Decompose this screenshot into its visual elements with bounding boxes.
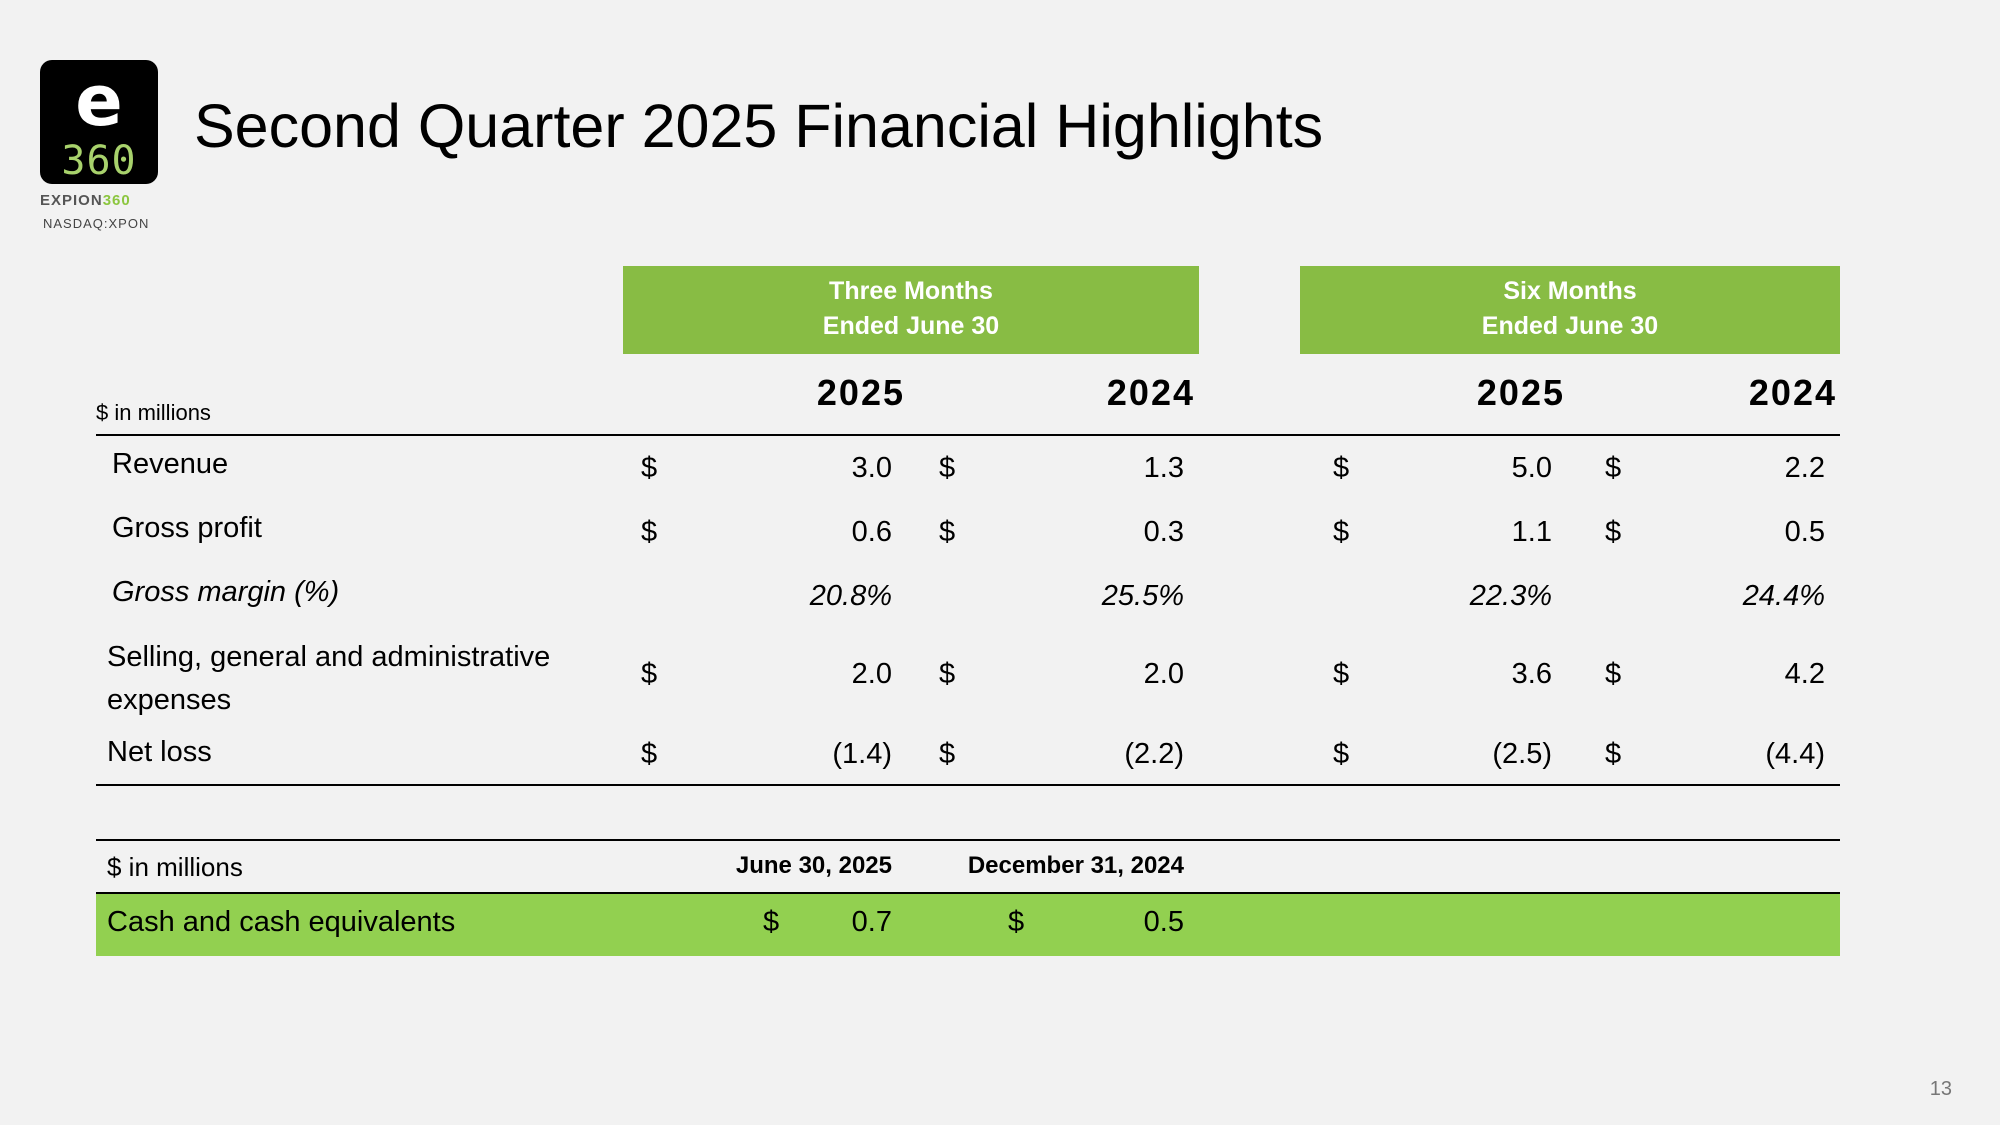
gross-profit-h-2025: 1.1 xyxy=(1511,516,1552,548)
currency-symbol: $ xyxy=(763,906,780,938)
currency-symbol: $ xyxy=(939,452,956,484)
row-label-sga: Selling, general and administrative expe… xyxy=(107,636,550,722)
cash-units-label: $ in millions xyxy=(107,852,243,882)
year-h-2024: 2024 xyxy=(1748,372,1837,413)
cash-header-rule xyxy=(96,892,1840,894)
currency-symbol: $ xyxy=(641,516,658,548)
currency-symbol: $ xyxy=(1605,452,1622,484)
brand-green: 360 xyxy=(102,192,131,209)
cash-top-rule xyxy=(96,839,1840,841)
revenue-q-2025: 3.0 xyxy=(851,452,892,484)
cash-col-june-2025: June 30, 2025 xyxy=(735,852,892,879)
ticker-label: NASDAQ:XPON xyxy=(43,216,150,231)
gross-margin-h-2025: 22.3% xyxy=(1469,580,1552,612)
table-top-rule xyxy=(96,434,1840,436)
row-label-sga-line1: Selling, general and administrative xyxy=(107,641,551,673)
gross-margin-q-2025: 20.8% xyxy=(809,580,892,612)
currency-symbol: $ xyxy=(1333,658,1350,690)
cash-col-dec-2024: December 31, 2024 xyxy=(967,852,1184,879)
header-six-months-line2: Ended June 30 xyxy=(1481,312,1659,340)
logo-e-glyph: e xyxy=(75,60,123,142)
currency-symbol: $ xyxy=(939,738,956,770)
currency-symbol: $ xyxy=(1333,452,1350,484)
currency-symbol: $ xyxy=(641,658,658,690)
row-label-gross-margin: Gross margin (%) xyxy=(112,576,340,608)
revenue-q-2024: 1.3 xyxy=(1143,452,1184,484)
logo-number: 360 xyxy=(61,138,137,184)
header-six-months-line1: Six Months xyxy=(1503,277,1637,305)
currency-symbol: $ xyxy=(1605,738,1622,770)
year-q-2024: 2024 xyxy=(1106,372,1195,413)
gross-margin-h-2024: 24.4% xyxy=(1742,580,1825,612)
net-loss-h-2024: (4.4) xyxy=(1765,738,1825,770)
cash-row xyxy=(96,894,1840,956)
gross-profit-q-2025: 0.6 xyxy=(851,516,892,548)
row-label-gross-profit: Gross profit xyxy=(112,512,262,544)
row-label-cash: Cash and cash equivalents xyxy=(107,906,456,938)
currency-symbol: $ xyxy=(641,452,658,484)
currency-symbol: $ xyxy=(939,516,956,548)
row-label-net-loss: Net loss xyxy=(107,736,212,768)
gross-profit-q-2024: 0.3 xyxy=(1143,516,1184,548)
year-h-2025: 2025 xyxy=(1476,372,1565,413)
currency-symbol: $ xyxy=(1008,906,1025,938)
sga-q-2025: 2.0 xyxy=(851,658,892,690)
brand-wordmark: EXPION360 xyxy=(40,192,131,209)
currency-symbol: $ xyxy=(1333,516,1350,548)
header-three-months-line1: Three Months xyxy=(829,277,993,305)
currency-symbol: $ xyxy=(1605,658,1622,690)
net-loss-q-2024: (2.2) xyxy=(1124,738,1184,770)
sga-h-2024: 4.2 xyxy=(1784,658,1825,690)
page-title: Second Quarter 2025 Financial Highlights xyxy=(194,92,1324,160)
page-number: 13 xyxy=(1929,1078,1952,1100)
net-loss-h-2025: (2.5) xyxy=(1492,738,1552,770)
header-three-months-line2: Ended June 30 xyxy=(822,312,1000,340)
table-bottom-rule xyxy=(96,784,1840,786)
header-six-months: Six Months Ended June 30 xyxy=(1300,266,1840,354)
company-logo: e 360 xyxy=(40,60,158,184)
units-label: $ in millions xyxy=(96,400,211,425)
sga-q-2024: 2.0 xyxy=(1143,658,1184,690)
sga-h-2025: 3.6 xyxy=(1511,658,1552,690)
revenue-h-2024: 2.2 xyxy=(1784,452,1825,484)
year-q-2025: 2025 xyxy=(816,372,905,413)
row-label-sga-line2: expenses xyxy=(107,684,232,716)
brand-dark: EXPION xyxy=(40,192,103,209)
net-loss-q-2025: (1.4) xyxy=(832,738,892,770)
cash-june-2025: 0.7 xyxy=(851,906,892,938)
currency-symbol: $ xyxy=(939,658,956,690)
gross-margin-q-2024: 25.5% xyxy=(1101,580,1184,612)
row-label-revenue: Revenue xyxy=(112,448,229,480)
revenue-h-2025: 5.0 xyxy=(1511,452,1552,484)
header-three-months: Three Months Ended June 30 xyxy=(623,266,1199,354)
gross-profit-h-2024: 0.5 xyxy=(1784,516,1825,548)
currency-symbol: $ xyxy=(1333,738,1350,770)
currency-symbol: $ xyxy=(1605,516,1622,548)
currency-symbol: $ xyxy=(641,738,658,770)
cash-dec-2024: 0.5 xyxy=(1143,906,1184,938)
